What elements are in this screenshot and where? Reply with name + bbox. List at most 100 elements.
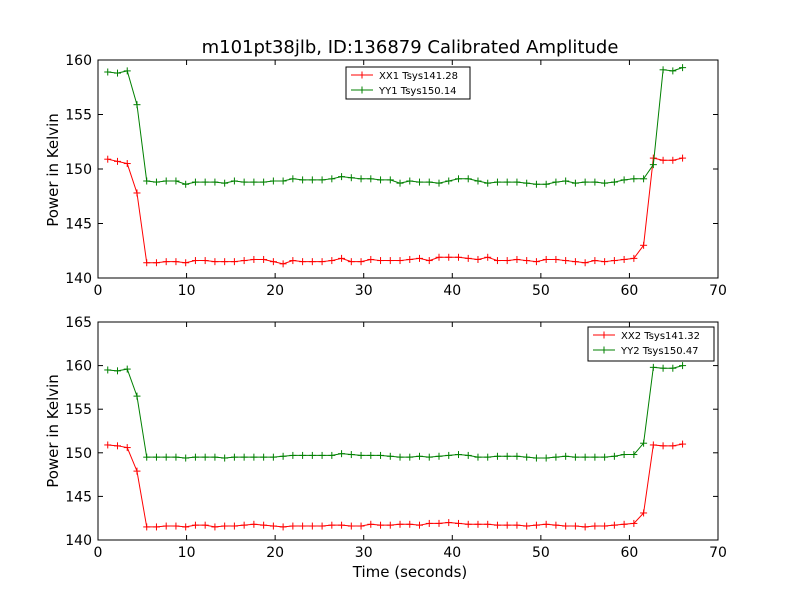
series-point [425, 519, 433, 527]
series-point [269, 453, 277, 461]
series-point [377, 451, 385, 459]
series-point [532, 258, 540, 266]
series-point [591, 178, 599, 186]
legend-box [587, 326, 715, 362]
series-point [250, 520, 258, 528]
y-tick-label: 140 [65, 533, 92, 549]
series-point [347, 522, 355, 530]
series-point [152, 453, 160, 461]
series-point [640, 439, 648, 447]
series-point [367, 520, 375, 528]
series-point [396, 453, 404, 461]
series-point [172, 522, 180, 530]
legend: XX2 Tsys141.32 YY2 Tsys150.47 [587, 326, 715, 362]
series-point [338, 521, 346, 529]
series-point [133, 101, 141, 109]
series-point [571, 522, 579, 530]
series-point [581, 259, 589, 267]
series-point [581, 453, 589, 461]
series-point [104, 366, 112, 374]
series-point [182, 180, 190, 188]
series-point [435, 253, 443, 261]
x-tick-label: 50 [532, 545, 550, 561]
series-point [328, 257, 336, 265]
series-point [357, 258, 365, 266]
series-point [503, 257, 511, 265]
series-point [279, 177, 287, 185]
series-point [211, 453, 219, 461]
series-point [230, 453, 238, 461]
series-point [542, 180, 550, 188]
x-tick-label: 40 [443, 545, 461, 561]
series-point [386, 521, 394, 529]
series-point [532, 521, 540, 529]
series-point [562, 177, 570, 185]
series-point [123, 365, 131, 373]
series-point [338, 254, 346, 262]
series-point [601, 453, 609, 461]
y-tick-label: 150 [65, 446, 92, 462]
series-point [162, 522, 170, 530]
x-tick-label: 0 [94, 283, 103, 299]
series-point [464, 451, 472, 459]
series-point [659, 156, 667, 164]
series-point [649, 161, 657, 169]
series-point [630, 254, 638, 262]
legend-label: XX1 Tsys141.28 [379, 71, 458, 82]
series-point [201, 257, 209, 265]
series-point [279, 523, 287, 531]
series-point [172, 177, 180, 185]
series-point [484, 520, 492, 528]
series-point [601, 522, 609, 530]
y-tick-label: 145 [65, 489, 92, 505]
series-point [230, 522, 238, 530]
series-point [445, 451, 453, 459]
series-point [338, 173, 346, 181]
y-tick-label: 155 [65, 402, 92, 418]
series-point [562, 452, 570, 460]
series-point [260, 453, 268, 461]
series-point [230, 258, 238, 266]
series-point [513, 452, 521, 460]
series-point [240, 178, 248, 186]
series-point [279, 260, 287, 268]
series-point [396, 179, 404, 187]
series-point [552, 178, 560, 186]
series-point [523, 522, 531, 530]
series-point [221, 179, 229, 187]
series-point [474, 255, 482, 263]
series-point [289, 451, 297, 459]
series-point [591, 453, 599, 461]
series-point [445, 519, 453, 527]
series-point [591, 522, 599, 530]
series-point [357, 451, 365, 459]
series-point [454, 253, 462, 261]
top-plot-area: 0 10 20 30 40 50 60 70 140 145 150 155 160 XX1 Tsys14… [65, 53, 727, 299]
series-point [513, 178, 521, 186]
series-point [182, 454, 190, 462]
series-point [591, 257, 599, 265]
series-point [679, 440, 687, 448]
x-tick-label: 60 [621, 545, 639, 561]
series-point [328, 175, 336, 183]
series-point [542, 255, 550, 263]
series-point [503, 452, 511, 460]
series-point [474, 520, 482, 528]
legend: XX1 Tsys141.28 YY1 Tsys150.14 [345, 66, 471, 100]
series-point [299, 258, 307, 266]
series-point [620, 255, 628, 263]
x-tick-label: 40 [443, 283, 461, 299]
series-point [523, 257, 531, 265]
series-point [552, 521, 560, 529]
series-point [123, 160, 131, 168]
series-point [416, 254, 424, 262]
bottom-plot-panel: Power in Kelvin Time (seconds) 0 10 20 30 40… [44, 315, 727, 581]
series-point [484, 179, 492, 187]
series-point [240, 521, 248, 529]
x-tick-label: 0 [94, 545, 103, 561]
y-tick-label: 160 [65, 53, 92, 69]
series-point [308, 258, 316, 266]
series-point [299, 522, 307, 530]
series-point [493, 257, 501, 265]
